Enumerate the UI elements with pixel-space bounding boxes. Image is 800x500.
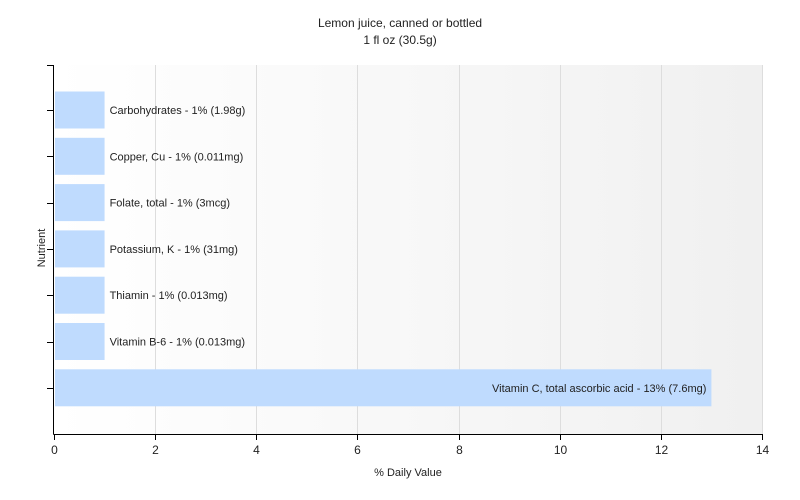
x-tick-label-6: 12 [655, 443, 669, 457]
bar-4 [55, 276, 105, 314]
bar-label-3: Potassium, K - 1% (31mg) [110, 244, 238, 256]
bars: Carbohydrates - 1% (1.98g) Copper, Cu - 1… [55, 91, 712, 407]
bar-label-0: Carbohydrates - 1% (1.98g) [110, 105, 246, 117]
chart-subtitle: 1 fl oz (30.5g) [363, 33, 436, 47]
x-tick-label-7: 14 [756, 443, 770, 457]
chart-title: Lemon juice, canned or bottled [318, 16, 482, 30]
x-tick-label-3: 6 [354, 443, 361, 457]
bar-label-5: Vitamin B-6 - 1% (0.013mg) [110, 337, 246, 349]
bar-label-4: Thiamin - 1% (0.013mg) [110, 290, 228, 302]
x-tick-label-2: 4 [253, 443, 260, 457]
bar-2 [55, 184, 105, 222]
x-tick-label-0: 0 [51, 443, 58, 457]
y-axis-title: Nutrient [36, 229, 48, 268]
x-axis-title: % Daily Value [374, 467, 442, 479]
bar-1 [55, 137, 105, 175]
bar-0 [55, 91, 105, 129]
x-tick-label-4: 8 [456, 443, 463, 457]
bar-5 [55, 323, 105, 360]
bar-label-1: Copper, Cu - 1% (0.011mg) [110, 151, 244, 163]
bar-3 [55, 230, 105, 268]
bar-label-2: Folate, total - 1% (3mcg) [110, 198, 230, 210]
axes: 0 2 4 6 8 10 12 14 [47, 65, 769, 457]
x-tick-label-1: 2 [152, 443, 159, 457]
x-tick-label-5: 10 [554, 443, 568, 457]
bar-label-6: Vitamin C, total ascorbic acid - 13% (7.… [492, 383, 706, 395]
bar-6 [55, 369, 712, 407]
